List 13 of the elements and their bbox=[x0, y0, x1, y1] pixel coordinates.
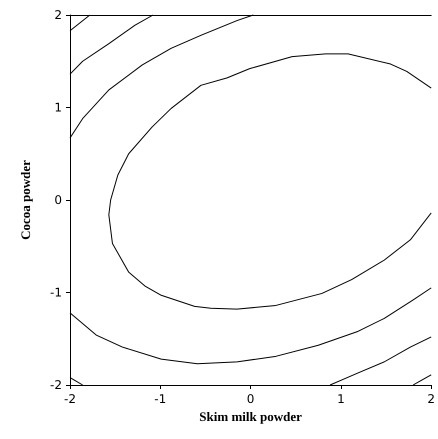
y-tick-label: 0 bbox=[54, 193, 62, 207]
y-tick-label: -2 bbox=[50, 378, 62, 392]
y-tick-label: -1 bbox=[50, 286, 62, 300]
line-series bbox=[108, 53, 432, 310]
y-tick-label: 1 bbox=[54, 100, 62, 114]
x-tick-label: 0 bbox=[246, 392, 254, 406]
x-tick-label: 2 bbox=[427, 392, 436, 406]
x-tick-label: -1 bbox=[154, 392, 166, 406]
x-axis-title: Skim milk powder bbox=[199, 408, 302, 424]
x-tick-label: 1 bbox=[337, 392, 345, 406]
y-axis-title: Cocoa powder bbox=[18, 160, 33, 240]
y-tick-label: 2 bbox=[54, 8, 62, 22]
x-tick-label: -2 bbox=[64, 392, 76, 406]
